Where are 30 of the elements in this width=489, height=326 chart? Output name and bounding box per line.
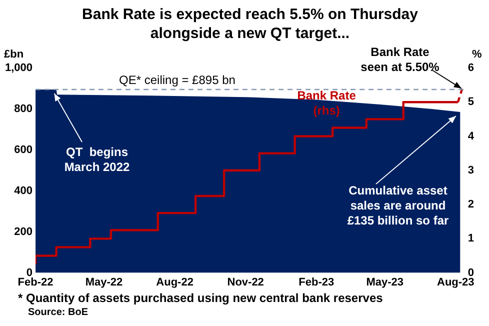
y2-tick-label: 3 [468, 164, 474, 176]
y-axis-title: £bn [4, 48, 24, 61]
y-tick-label: 600 [14, 144, 33, 156]
annotation: Bank Rate seen at 5.50% [360, 44, 440, 74]
y2-tick-label: 4 [468, 130, 475, 142]
x-tick-label: Aug-22 [156, 276, 194, 288]
y2-tick-label: 1 [468, 232, 474, 245]
x-tick-label: May-22 [85, 276, 123, 288]
annotation: Cumulative asset sales are around £135 billion so far [347, 183, 450, 228]
x-tick-label: Feb-22 [18, 276, 54, 288]
text: * Quantity of assets purchased using new central bank reserves [18, 291, 383, 306]
y-tick-label: 800 [14, 102, 33, 115]
chart-title: Bank Rate is expected reach 5.5% on Thursday alongside a new QT target... [81, 5, 419, 43]
y-tick-label: 0 [26, 266, 33, 279]
x-tick-label: May-23 [366, 276, 404, 288]
y-tick-label: 200 [14, 226, 33, 238]
y2-tick-label: 2 [468, 198, 474, 211]
source-note: Source: BoE [28, 306, 90, 319]
x-tick-label: Feb-23 [298, 276, 334, 288]
ref-line-label: QE* ceiling = £895 bn [119, 72, 236, 87]
y2-axis-title: % [472, 48, 482, 61]
y2-tick-label: 6 [468, 62, 474, 74]
y-tick-label: 400 [14, 184, 33, 197]
x-tick-label: Nov-22 [227, 276, 264, 288]
annotation: QT begins March 2022 [64, 144, 130, 174]
y-tick-label: 1,000 [4, 62, 33, 74]
y2-tick-label: 0 [468, 266, 474, 279]
series-label: Bank Rate (rhs) [297, 88, 356, 118]
y2-tick-label: 5 [468, 96, 474, 108]
x-tick-label: Aug-23 [437, 276, 474, 288]
